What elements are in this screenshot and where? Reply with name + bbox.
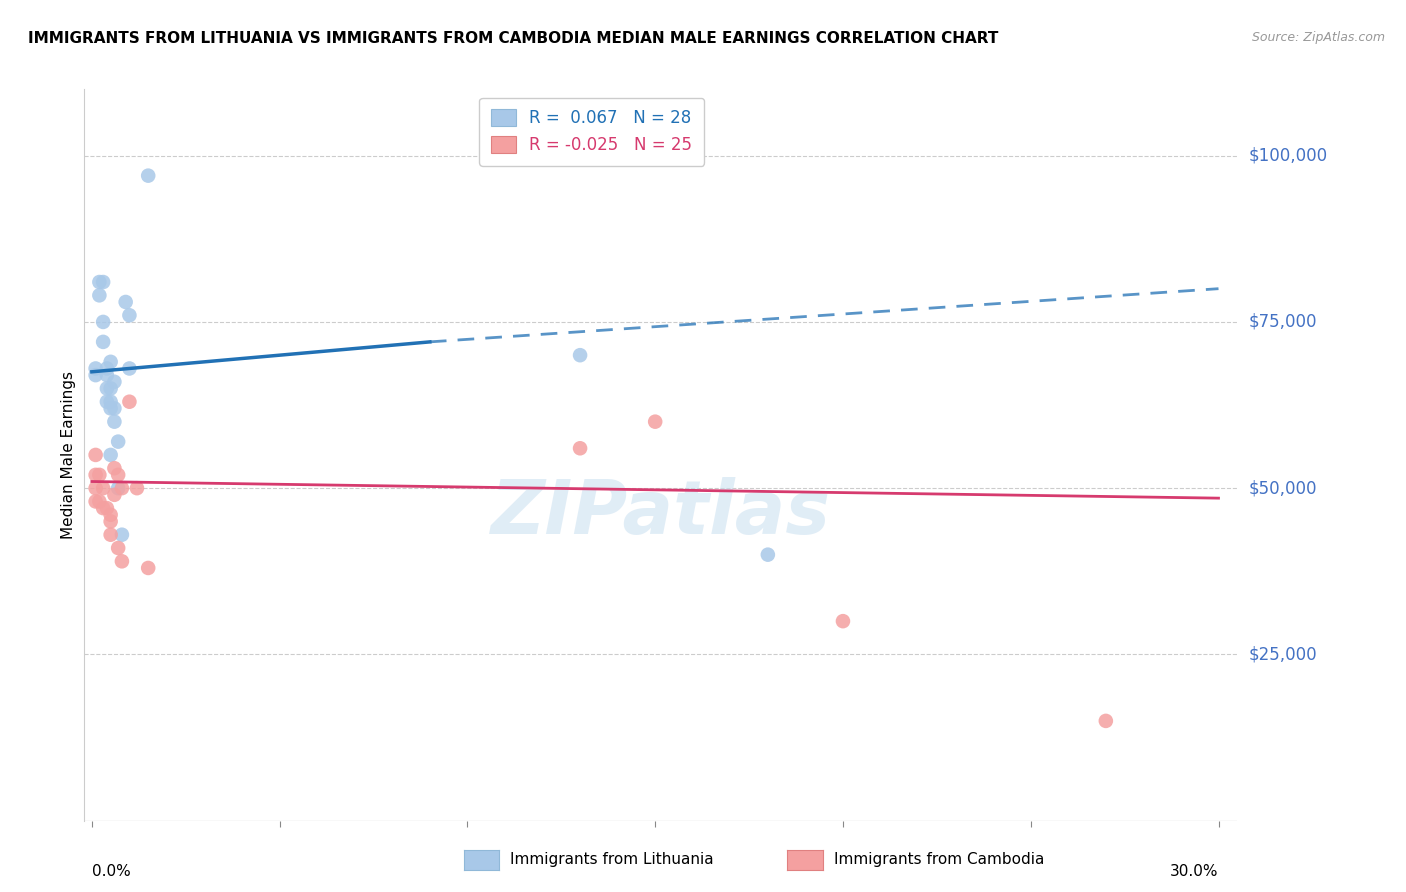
- Point: [118, 394, 141, 409]
- Point: [103, 375, 125, 389]
- Text: $25,000: $25,000: [1249, 646, 1317, 664]
- Legend: R =  0.067   N = 28, R = -0.025   N = 25: R = 0.067 N = 28, R = -0.025 N = 25: [479, 97, 704, 166]
- Point: [125, 481, 148, 495]
- Point: [832, 614, 855, 628]
- Point: [111, 527, 134, 541]
- Point: [100, 381, 122, 395]
- Point: [103, 488, 125, 502]
- Point: [111, 481, 134, 495]
- Text: $75,000: $75,000: [1249, 313, 1317, 331]
- Text: $100,000: $100,000: [1249, 146, 1327, 165]
- Point: [84, 368, 107, 383]
- Y-axis label: Median Male Earnings: Median Male Earnings: [60, 371, 76, 539]
- Point: [100, 401, 122, 416]
- Point: [136, 561, 159, 575]
- Point: [107, 434, 129, 449]
- Point: [644, 415, 666, 429]
- Point: [103, 461, 125, 475]
- Point: [89, 494, 111, 508]
- Point: [91, 481, 114, 495]
- Point: [103, 401, 125, 416]
- Point: [136, 169, 159, 183]
- Text: $50,000: $50,000: [1249, 479, 1317, 497]
- Point: [89, 288, 111, 302]
- Point: [111, 554, 134, 568]
- Text: 0.0%: 0.0%: [91, 863, 131, 879]
- Text: Immigrants from Cambodia: Immigrants from Cambodia: [834, 853, 1045, 867]
- Point: [107, 541, 129, 555]
- Point: [107, 481, 129, 495]
- Point: [118, 308, 141, 322]
- Point: [96, 394, 118, 409]
- Point: [100, 394, 122, 409]
- Point: [96, 501, 118, 516]
- Point: [89, 275, 111, 289]
- Point: [96, 361, 118, 376]
- Point: [84, 467, 107, 482]
- Point: [100, 515, 122, 529]
- Point: [1095, 714, 1118, 728]
- Point: [107, 467, 129, 482]
- Point: [100, 508, 122, 522]
- Point: [91, 275, 114, 289]
- Point: [103, 415, 125, 429]
- Text: Source: ZipAtlas.com: Source: ZipAtlas.com: [1251, 31, 1385, 45]
- Point: [91, 334, 114, 349]
- Point: [84, 448, 107, 462]
- Text: IMMIGRANTS FROM LITHUANIA VS IMMIGRANTS FROM CAMBODIA MEDIAN MALE EARNINGS CORRE: IMMIGRANTS FROM LITHUANIA VS IMMIGRANTS …: [28, 31, 998, 46]
- Point: [100, 527, 122, 541]
- Point: [756, 548, 779, 562]
- Point: [569, 348, 592, 362]
- Point: [84, 494, 107, 508]
- Point: [91, 501, 114, 516]
- Point: [100, 355, 122, 369]
- Point: [84, 481, 107, 495]
- Point: [569, 442, 592, 456]
- Point: [89, 467, 111, 482]
- Point: [114, 295, 136, 310]
- Point: [96, 368, 118, 383]
- Point: [100, 448, 122, 462]
- Point: [96, 381, 118, 395]
- Point: [91, 315, 114, 329]
- Text: ZIPatlas: ZIPatlas: [491, 477, 831, 550]
- Text: Immigrants from Lithuania: Immigrants from Lithuania: [510, 853, 714, 867]
- Point: [118, 361, 141, 376]
- Text: 30.0%: 30.0%: [1170, 863, 1219, 879]
- Point: [84, 361, 107, 376]
